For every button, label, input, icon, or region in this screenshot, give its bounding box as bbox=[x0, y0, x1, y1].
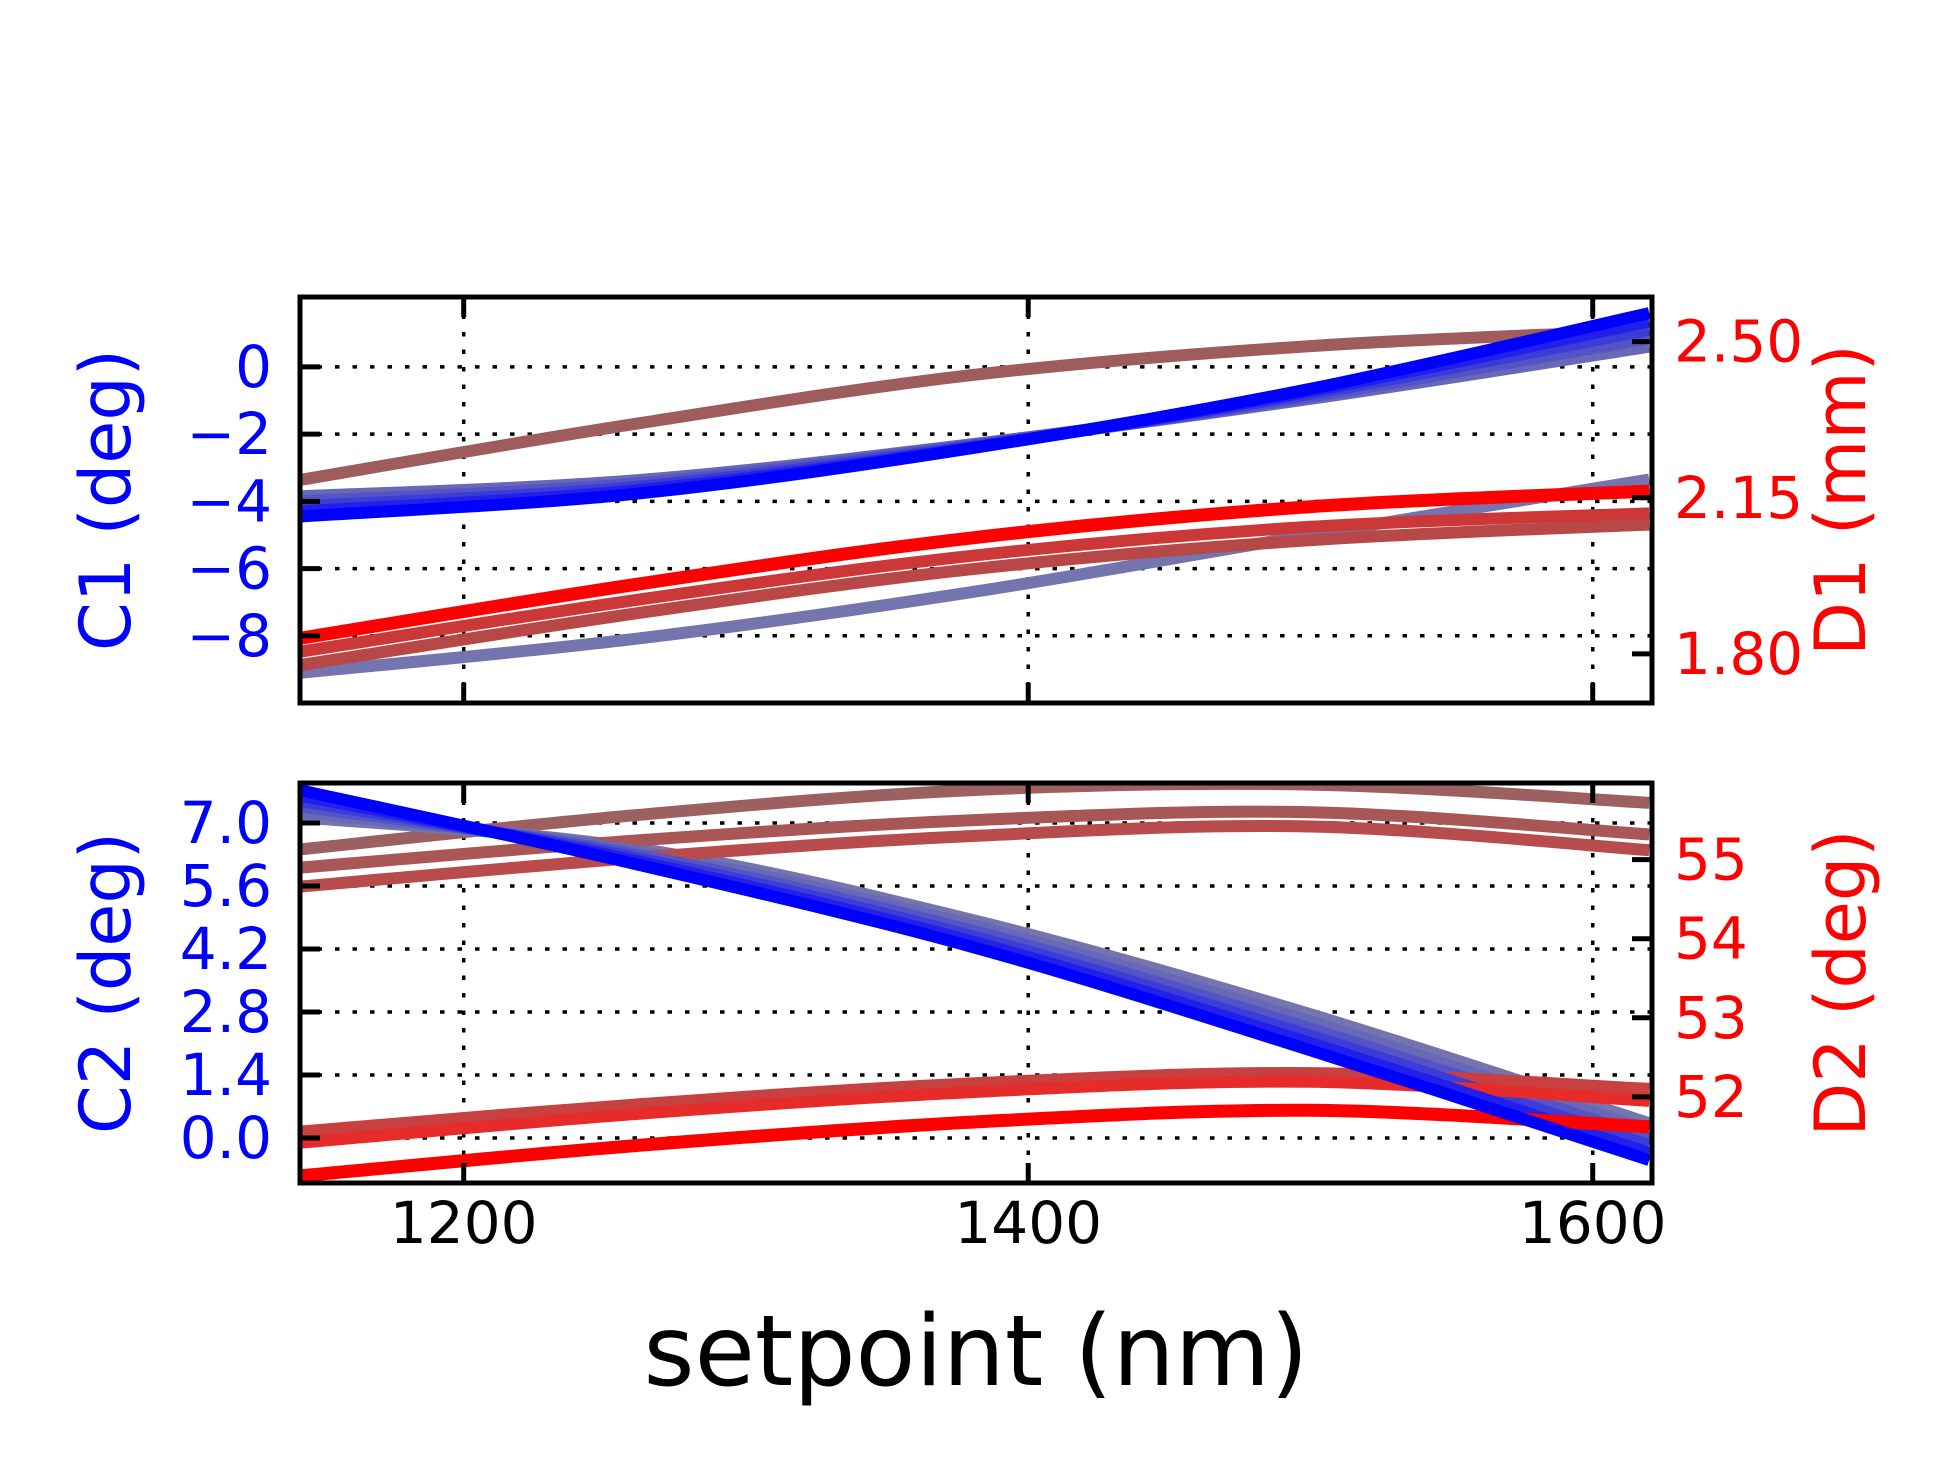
series-curve bbox=[300, 518, 1650, 672]
series-curve bbox=[300, 324, 1650, 486]
right-tick-label: 2.50 bbox=[1674, 308, 1803, 376]
series-curves bbox=[300, 783, 1652, 1183]
subplots-container: 0−2−4−6−8 2.50 2.15 1.80 7.05.64.22.81.40.0 5… bbox=[180, 294, 1803, 1257]
series-curves bbox=[300, 307, 1651, 679]
axes-spines bbox=[297, 780, 1655, 1186]
series-curve bbox=[300, 1103, 1650, 1183]
right-tick-label: 52 bbox=[1674, 1063, 1748, 1131]
series-curve bbox=[300, 783, 1650, 856]
series-curve bbox=[300, 805, 1650, 874]
left-tick-label: 7.0 bbox=[180, 789, 272, 857]
series-curve bbox=[300, 784, 1652, 1166]
left-tick-label: −2 bbox=[187, 400, 273, 468]
left-tick-label: 4.2 bbox=[180, 915, 272, 983]
x-tick-label: 1400 bbox=[954, 1189, 1102, 1257]
right-tick-label: 2.15 bbox=[1674, 464, 1803, 532]
series-curve bbox=[300, 507, 1650, 658]
series-curve bbox=[300, 307, 1651, 523]
d1-axis-label: D1 (mm) bbox=[1800, 344, 1882, 656]
x-tick-label: 1200 bbox=[390, 1189, 538, 1257]
right-tick-label: 53 bbox=[1674, 984, 1748, 1052]
left-tick-label: 0 bbox=[235, 333, 272, 401]
left-tick-label: 0.0 bbox=[180, 1104, 272, 1172]
left-tick-label: −6 bbox=[187, 535, 273, 603]
series-curve bbox=[300, 819, 1650, 893]
x-axis-label: setpoint (nm) bbox=[644, 1295, 1309, 1409]
left-tick-label: 5.6 bbox=[180, 852, 272, 920]
x-tick-label: 1600 bbox=[1519, 1189, 1667, 1257]
subplot-top: 0−2−4−6−8 2.50 2.15 1.80 bbox=[187, 294, 1803, 706]
subplot-bottom: 7.05.64.22.81.40.0 55 54 53 52 1200 1400 1600 bbox=[180, 780, 1748, 1257]
c1-axis-label: C1 (deg) bbox=[65, 349, 147, 651]
left-tick-label: 1.4 bbox=[180, 1041, 272, 1109]
series-curve bbox=[300, 484, 1650, 645]
c2-axis-label: C2 (deg) bbox=[65, 832, 147, 1134]
left-tick-label: −8 bbox=[187, 602, 273, 670]
d2-axis-label: D2 (deg) bbox=[1800, 829, 1882, 1136]
left-tick-label: 2.8 bbox=[180, 978, 272, 1046]
right-tick-label: 54 bbox=[1674, 905, 1748, 973]
right-tick-label: 55 bbox=[1674, 826, 1748, 894]
left-tick-label: −4 bbox=[187, 467, 273, 535]
right-tick-label: 1.80 bbox=[1674, 620, 1803, 688]
